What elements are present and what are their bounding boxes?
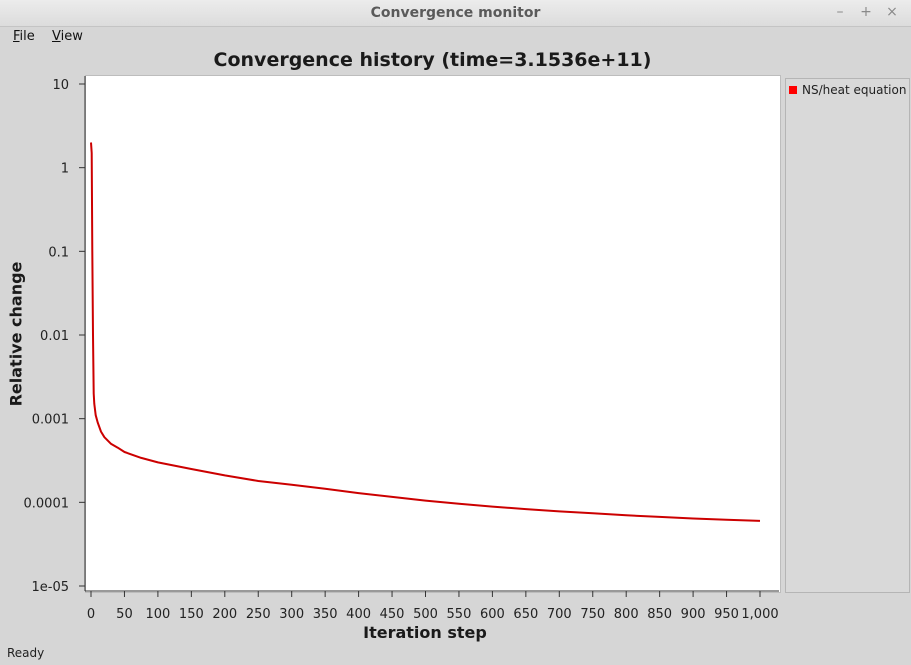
x-tick-label: 500 <box>413 607 438 622</box>
x-tick-label: 550 <box>447 607 472 622</box>
y-tick-label: 0.1 <box>48 245 69 260</box>
x-tick-label: 150 <box>179 607 204 622</box>
x-tick-label: 100 <box>145 607 170 622</box>
legend-swatch <box>789 86 797 94</box>
x-tick-label: 750 <box>580 607 605 622</box>
series-layer <box>90 142 761 522</box>
x-tick-label: 600 <box>480 607 505 622</box>
x-tick-label: 0 <box>87 607 95 622</box>
maximize-button[interactable]: + <box>860 4 872 20</box>
y-tick-label: 0.0001 <box>24 496 70 511</box>
y-tick-label: 0.001 <box>32 413 69 428</box>
x-tick-label: 350 <box>313 607 338 622</box>
x-tick-label: 50 <box>116 607 133 622</box>
x-tick-label: 1,000 <box>741 607 778 622</box>
x-tick-label: 700 <box>547 607 572 622</box>
legend-item[interactable]: NS/heat equation <box>789 83 906 97</box>
x-tick-label: 400 <box>346 607 371 622</box>
series-line <box>90 142 761 522</box>
y-axis-label: Relative change <box>7 261 26 406</box>
axes <box>84 76 779 592</box>
x-tick-label: 650 <box>513 607 538 622</box>
minimize-button[interactable]: – <box>836 4 844 20</box>
menu-bar: File View <box>0 27 911 47</box>
x-tick-label: 200 <box>212 607 237 622</box>
x-tick-label: 900 <box>681 607 706 622</box>
y-tick-label: 0.01 <box>40 329 69 344</box>
x-tick-label: 950 <box>714 607 739 622</box>
x-tick-label: 450 <box>380 607 405 622</box>
menu-view[interactable]: View <box>52 29 83 44</box>
menu-file-label: ile <box>19 29 35 44</box>
plot-area[interactable] <box>85 75 781 593</box>
menu-file[interactable]: File <box>13 29 35 44</box>
x-tick-label: 300 <box>279 607 304 622</box>
x-tick-label: 250 <box>246 607 271 622</box>
legend-panel: NS/heat equation <box>785 78 910 593</box>
status-bar-text: Ready <box>7 646 45 660</box>
x-tick-label: 850 <box>647 607 672 622</box>
menu-view-accel: V <box>52 29 61 44</box>
x-tick-label: 800 <box>614 607 639 622</box>
menu-file-accel: F <box>13 29 20 44</box>
y-tick-label: 10 <box>52 78 69 93</box>
chart-title: Convergence history (time=3.1536e+11) <box>213 49 652 71</box>
window-title: Convergence monitor <box>370 5 541 21</box>
y-tick-label: 1 <box>61 162 69 177</box>
menu-view-label: iew <box>60 29 83 44</box>
y-tick-label: 1e-05 <box>31 580 69 595</box>
legend-label: NS/heat equation <box>802 83 907 97</box>
x-axis-label: Iteration step <box>363 623 487 642</box>
close-button[interactable]: × <box>886 4 898 20</box>
ticks: 10 1 0.1 0.01 0.001 0.0001 1e-05 0 50 100 150 200 25… <box>24 78 779 622</box>
window-titlebar[interactable]: Convergence monitor – + × <box>0 0 911 27</box>
